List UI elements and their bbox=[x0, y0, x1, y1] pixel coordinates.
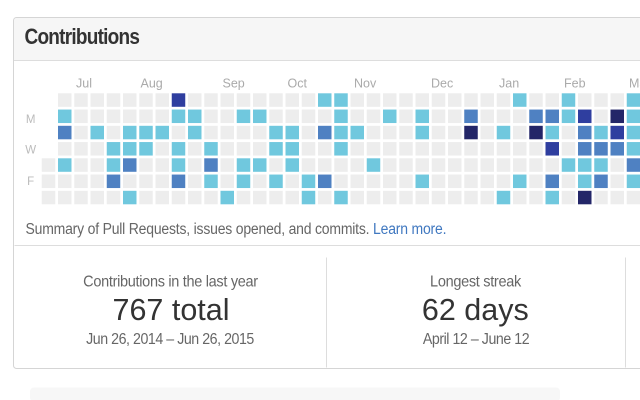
svg-text:Contributions: Contributions bbox=[25, 25, 140, 50]
svg-text:Feb: Feb bbox=[564, 77, 586, 91]
svg-text:Contributions in the last year: Contributions in the last year bbox=[83, 273, 258, 291]
svg-text:Nov: Nov bbox=[354, 77, 377, 91]
svg-text:Jan: Jan bbox=[499, 77, 519, 91]
svg-text:W: W bbox=[25, 145, 36, 157]
svg-text:Jun 26, 2014 – Jun 26, 2015: Jun 26, 2014 – Jun 26, 2015 bbox=[86, 330, 254, 348]
svg-text:767 total: 767 total bbox=[112, 293, 229, 327]
svg-text:Oct: Oct bbox=[288, 77, 308, 91]
svg-text:Mar: Mar bbox=[629, 77, 640, 91]
svg-text:Longest streak: Longest streak bbox=[430, 273, 522, 291]
svg-text:Aug: Aug bbox=[141, 77, 163, 91]
svg-text:Sep: Sep bbox=[223, 77, 245, 91]
svg-text:Dec: Dec bbox=[431, 77, 453, 91]
svg-text:F: F bbox=[27, 176, 34, 188]
svg-text:Jul: Jul bbox=[76, 77, 92, 91]
svg-text:62 days: 62 days bbox=[422, 293, 529, 327]
svg-text:Summary of Pull Requests, issu: Summary of Pull Requests, issues opened,… bbox=[26, 220, 447, 238]
svg-text:April 12 – June 12: April 12 – June 12 bbox=[423, 330, 529, 348]
svg-text:M: M bbox=[26, 114, 36, 126]
